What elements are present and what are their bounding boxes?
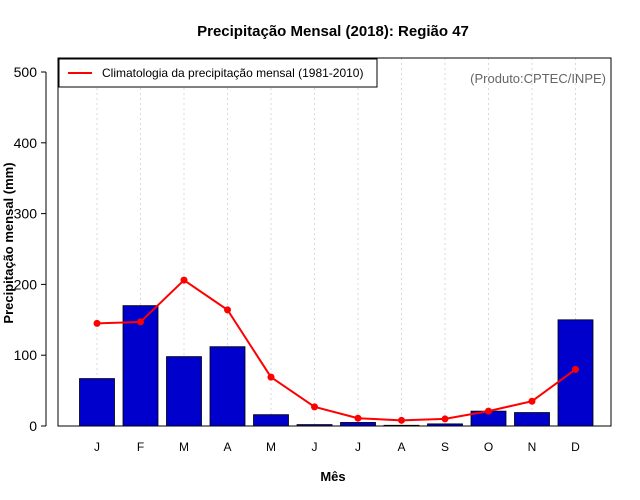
x-tick-label: F xyxy=(137,440,144,454)
climatology-point xyxy=(528,397,536,405)
x-tick-label: D xyxy=(571,440,580,454)
x-tick-label: N xyxy=(528,440,537,454)
legend-label: Climatologia da precipitação mensal (198… xyxy=(102,66,363,80)
x-tick-label: M xyxy=(266,440,276,454)
climatology-point xyxy=(441,415,449,423)
climatology-point xyxy=(224,306,231,314)
source-annotation: (Produto:CPTEC/INPE) xyxy=(470,71,606,86)
bar xyxy=(557,319,594,427)
climatology-point xyxy=(572,365,579,373)
climatology-point xyxy=(137,318,144,326)
bar xyxy=(79,378,115,427)
y-tick-label: 200 xyxy=(14,276,38,292)
legend: Climatologia da precipitação mensal (198… xyxy=(58,58,378,88)
bar xyxy=(209,346,246,427)
climatology-point xyxy=(354,414,362,422)
y-tick-label: 500 xyxy=(14,64,38,80)
x-axis-label: Mês xyxy=(320,469,345,484)
x-tick-label: A xyxy=(397,440,405,454)
x-tick-label: S xyxy=(441,440,449,454)
x-tick-label: J xyxy=(355,440,361,454)
bar xyxy=(122,305,159,427)
climatology-point xyxy=(398,416,405,424)
bar xyxy=(166,356,202,427)
y-tick-label: 100 xyxy=(14,347,38,363)
climatology-point xyxy=(93,319,101,327)
bar xyxy=(253,414,289,427)
x-tick-label: A xyxy=(223,440,231,454)
x-tick-label: J xyxy=(312,440,318,454)
y-axis: 0 100 200 300 400 500 xyxy=(14,64,47,434)
x-tick-label: O xyxy=(484,440,493,454)
climatology-series xyxy=(93,276,579,424)
y-axis-label: Precipitação mensal (mm) xyxy=(1,162,16,323)
climatology-point xyxy=(485,407,492,415)
bar-series xyxy=(79,305,594,427)
y-tick-label: 400 xyxy=(14,135,38,151)
climatology-point xyxy=(267,373,275,381)
legend-box xyxy=(58,58,378,88)
bar xyxy=(340,422,376,427)
y-tick-label: 300 xyxy=(14,206,38,222)
climatology-point xyxy=(311,403,318,411)
x-tick-label: M xyxy=(179,440,189,454)
chart-title: Precipitação Mensal (2018): Região 47 xyxy=(197,23,469,40)
climatology-point xyxy=(180,276,188,284)
y-tick-label: 0 xyxy=(29,418,37,434)
x-tick-label: J xyxy=(94,440,100,454)
climatology-line xyxy=(96,278,577,422)
plot-frame xyxy=(57,57,612,427)
bar xyxy=(514,412,550,427)
